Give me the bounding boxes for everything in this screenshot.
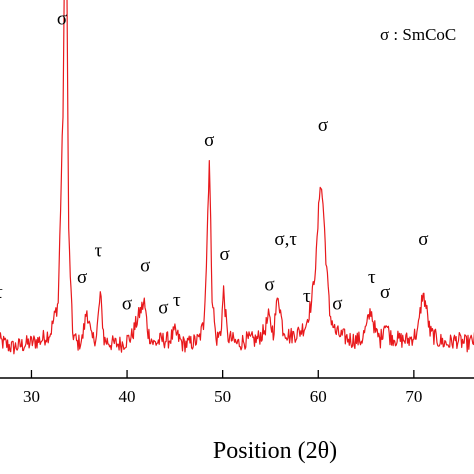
- peak-label: σ: [418, 229, 428, 250]
- peak-label: σ: [204, 130, 214, 151]
- peak-label: σ: [140, 256, 150, 277]
- peak-label: σ,τ: [274, 229, 297, 250]
- series-line-0: [0, 0, 474, 355]
- peak-label: τ: [303, 286, 311, 307]
- peak-label: σ: [264, 275, 274, 296]
- x-tick-label: 60: [310, 387, 327, 406]
- peak-label: τ: [173, 290, 181, 311]
- peak-label: τ: [0, 282, 3, 303]
- peak-label: σ: [57, 9, 67, 30]
- x-tick-label: 40: [119, 387, 136, 406]
- series-layer: [0, 0, 474, 355]
- peak-label: σ: [219, 244, 229, 265]
- legend-label: σ : SmCoC: [380, 25, 456, 44]
- plot-frame: [0, 377, 474, 379]
- peak-label: σ: [380, 282, 390, 303]
- x-tick-label: 50: [214, 387, 231, 406]
- tick-layer: 30 40 50 60 70: [23, 370, 422, 406]
- peak-label: σ: [318, 115, 328, 136]
- x-axis-title: Position (2θ): [213, 438, 337, 464]
- x-tick-label: 30: [23, 387, 40, 406]
- peak-label: τ: [95, 240, 103, 261]
- peak-label: σ: [158, 297, 168, 318]
- peak-label: σ: [122, 294, 132, 315]
- peak-label: τ: [368, 267, 376, 288]
- x-tick-label: 70: [405, 387, 422, 406]
- peak-label: σ: [332, 294, 342, 315]
- peak-label: σ: [77, 267, 87, 288]
